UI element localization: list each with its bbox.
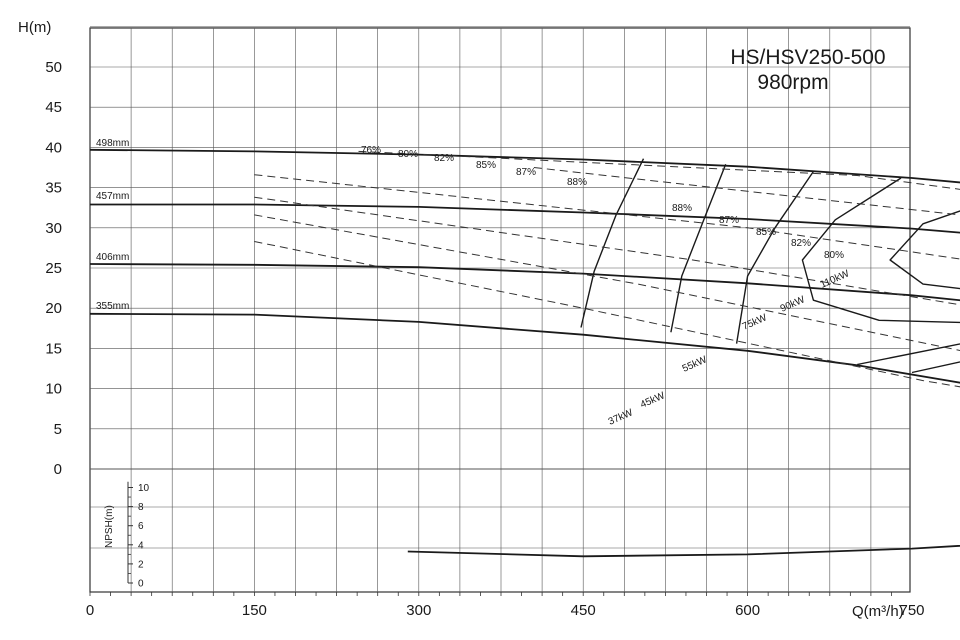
head-curve <box>89 148 960 184</box>
head-curve <box>89 312 960 384</box>
efficiency-label: 85% <box>756 227 776 238</box>
power-label: 37kW <box>607 407 635 428</box>
efficiency-curve <box>735 171 814 344</box>
efficiency-curve <box>670 164 727 333</box>
y-tick-label: 15 <box>45 340 62 357</box>
npsh-tick-label: 8 <box>138 502 144 513</box>
efficiency-label: 88% <box>567 177 587 188</box>
efficiency-label: 82% <box>791 238 811 249</box>
power-curve <box>358 150 960 190</box>
y-tick-label: 35 <box>45 180 62 197</box>
impeller-diameter-label: 498mm <box>96 138 129 149</box>
x-tick-label: 750 <box>899 602 924 619</box>
npsh-tick-label: 2 <box>138 559 144 570</box>
y-tick-label: 0 <box>54 461 62 478</box>
y-tick-label: 45 <box>45 99 62 116</box>
power-curve <box>254 241 960 388</box>
power-curve <box>254 196 960 306</box>
efficiency-label: 85% <box>476 160 496 171</box>
efficiency-curve <box>801 177 960 324</box>
efficiency-label: 87% <box>516 167 536 178</box>
x-tick-label: 450 <box>571 602 596 619</box>
y-tick-label: 25 <box>45 260 62 277</box>
npsh-tick-label: 0 <box>138 579 144 590</box>
chart-subtitle: 980rpm <box>757 71 828 94</box>
efficiency-label: 76% <box>361 145 381 156</box>
impeller-diameter-label: 355mm <box>96 301 129 312</box>
npsh-curve <box>407 544 960 558</box>
x-tick-label: 0 <box>86 602 94 619</box>
npsh-tick-label: 4 <box>138 540 144 551</box>
efficiency-curve <box>911 361 960 374</box>
power-curve <box>254 174 960 260</box>
y-axis-label: H(m) <box>18 19 51 36</box>
y-tick-label: 20 <box>45 300 62 317</box>
y-tick-label: 50 <box>45 59 62 76</box>
power-label: 75kW <box>741 312 769 333</box>
npsh-tick-label: 10 <box>138 483 150 494</box>
y-tick-label: 40 <box>45 139 62 156</box>
x-axis-label: Q(m³/h) <box>852 603 904 620</box>
x-tick-label: 150 <box>242 602 267 619</box>
power-label: 110kW <box>819 268 852 291</box>
efficiency-curve <box>889 210 960 290</box>
y-tick-label: 5 <box>54 421 62 438</box>
chart-title: HS/HSV250-500 <box>730 46 885 69</box>
impeller-diameter-label: 406mm <box>96 252 129 263</box>
efficiency-label: 80% <box>398 149 418 160</box>
curves <box>89 148 960 584</box>
x-tick-label: 600 <box>735 602 760 619</box>
npsh-tick-label: 6 <box>138 521 144 532</box>
efficiency-curve <box>580 158 645 328</box>
plot-frame <box>89 27 911 593</box>
y-tick-label: 10 <box>45 381 62 398</box>
labels: 0510152025303540455001503004506007509001… <box>45 59 924 619</box>
efficiency-label: 88% <box>672 203 692 214</box>
power-label: 55kW <box>681 354 709 375</box>
head-curve <box>90 203 960 234</box>
y-tick-label: 30 <box>45 220 62 237</box>
npsh-axis-label: NPSH(m) <box>104 505 115 548</box>
efficiency-label: 82% <box>434 153 454 164</box>
efficiency-label: 80% <box>824 250 844 261</box>
impeller-diameter-label: 457mm <box>96 191 129 202</box>
power-curve <box>533 167 960 216</box>
head-curve <box>89 263 960 302</box>
efficiency-label: 87% <box>719 215 739 226</box>
power-label: 45kW <box>639 390 667 411</box>
grid <box>89 26 911 596</box>
x-tick-label: 300 <box>406 602 431 619</box>
power-label: 90kW <box>779 294 807 315</box>
